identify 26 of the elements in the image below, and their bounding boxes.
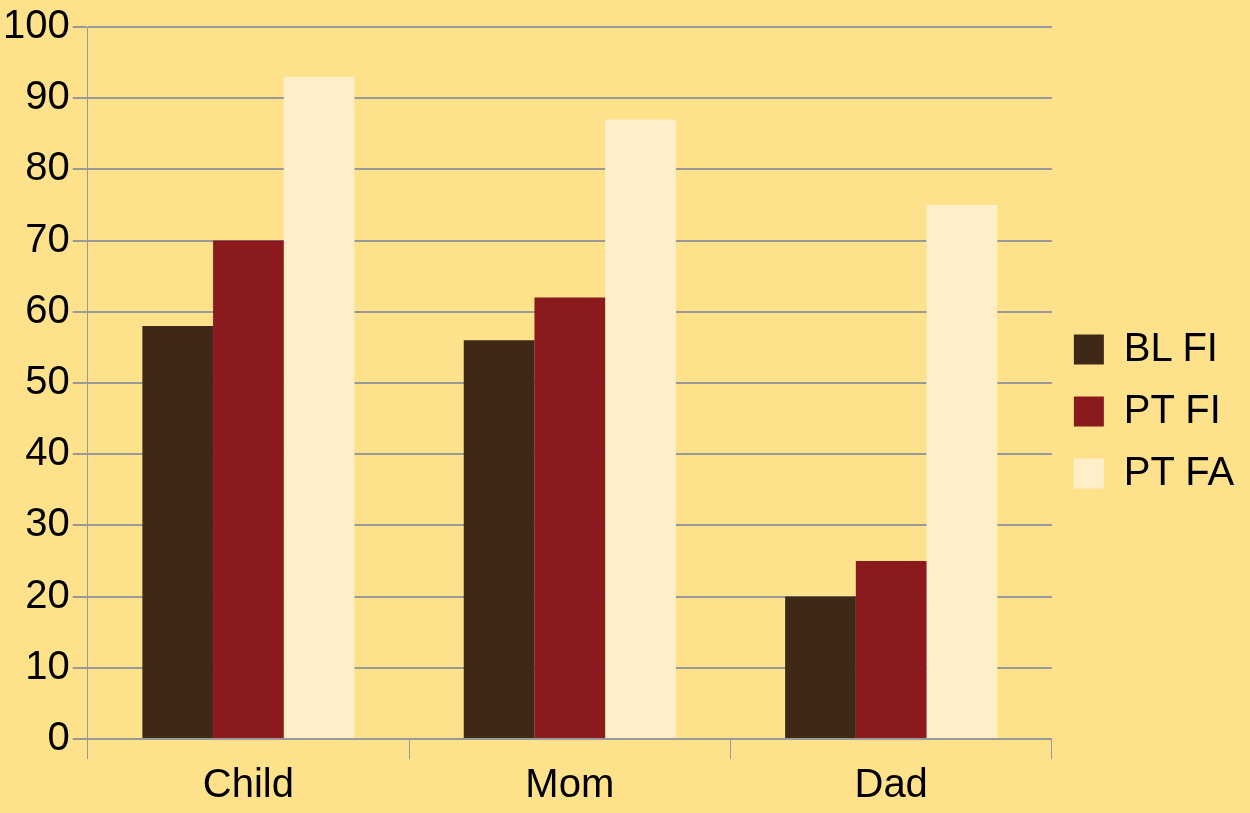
legend-label: PT FA (1123, 448, 1235, 493)
bar (605, 119, 676, 738)
y-tick-label: 90 (25, 73, 70, 118)
bar (785, 596, 856, 738)
bar (534, 297, 606, 738)
y-tick-label: 0 (47, 714, 70, 759)
y-tick-label: 20 (25, 571, 70, 616)
y-tick-label: 40 (25, 429, 70, 474)
y-tick-label: 80 (25, 144, 70, 189)
y-tick-label: 70 (25, 215, 70, 260)
legend-label: PT FI (1123, 386, 1221, 431)
y-tick-label: 100 (2, 2, 70, 47)
legend-label: BL FI (1123, 324, 1218, 369)
bar (855, 561, 927, 738)
x-tick-label: Mom (525, 761, 615, 806)
bar (142, 326, 214, 738)
bar (463, 340, 535, 738)
bar (926, 205, 998, 738)
y-tick-label: 60 (25, 286, 70, 331)
x-tick-label: Child (202, 761, 294, 806)
bar (213, 240, 284, 738)
x-tick-label: Dad (854, 761, 928, 806)
y-tick-label: 10 (25, 642, 70, 687)
bar (283, 76, 355, 738)
y-tick-label: 50 (25, 358, 70, 403)
y-tick-label: 30 (25, 500, 70, 545)
